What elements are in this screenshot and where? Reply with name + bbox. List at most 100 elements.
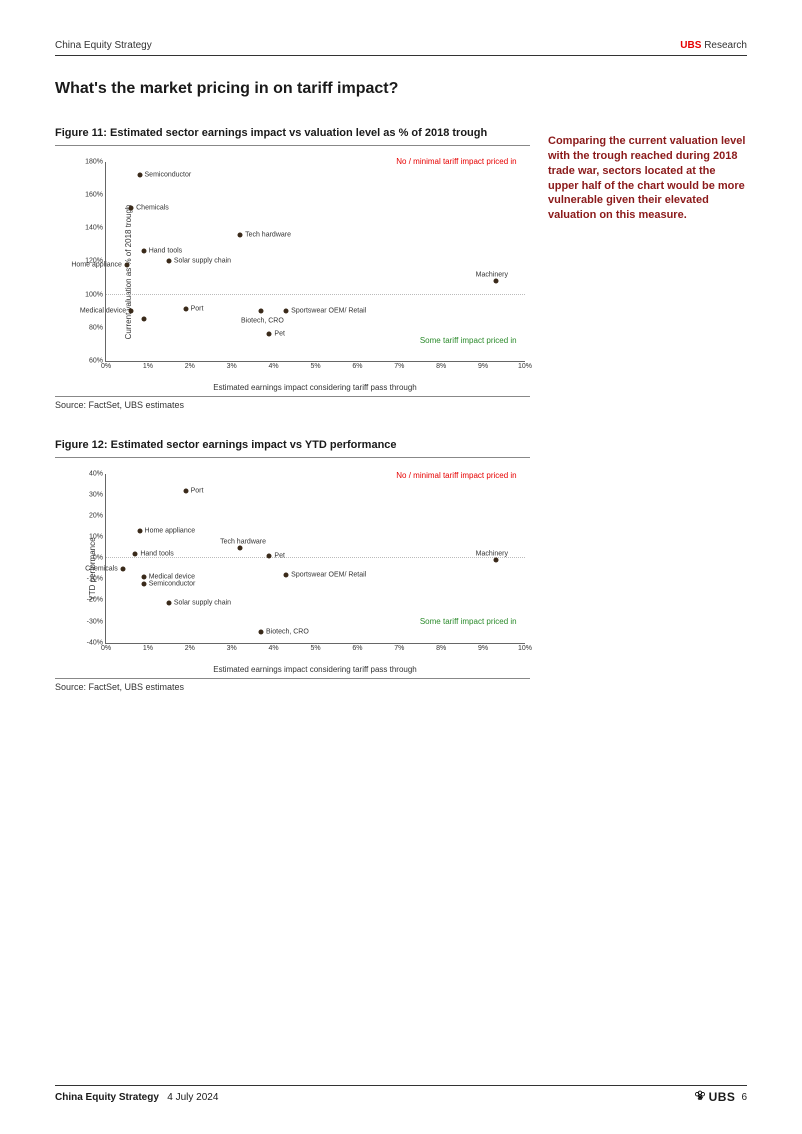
x-tick: 3%: [227, 643, 237, 652]
figure-12: Figure 12: Estimated sector earnings imp…: [55, 438, 530, 692]
x-tick: 2%: [185, 643, 195, 652]
figure-11-title: Figure 11: Estimated sector earnings imp…: [55, 126, 530, 146]
x-tick: 1%: [143, 643, 153, 652]
data-point: [129, 206, 134, 211]
data-point-label: Solar supply chain: [174, 599, 231, 606]
data-point-label: Biotech, CRO: [241, 318, 284, 325]
data-point-label: Hand tools: [140, 550, 173, 557]
y-tick: 10%: [89, 534, 106, 541]
data-point: [166, 259, 171, 264]
data-point: [284, 573, 289, 578]
figure-12-source: Source: FactSet, UBS estimates: [55, 678, 530, 692]
data-point: [166, 600, 171, 605]
x-tick: 0%: [101, 361, 111, 370]
data-point-label: Chemicals: [136, 205, 169, 212]
data-point-label: Port: [191, 487, 204, 494]
header-brand: UBS: [680, 40, 701, 51]
figure-12-plot-area: -40%-30%-20%-10%0%10%20%30%40%0%1%2%3%4%…: [105, 474, 525, 644]
data-point-label: Machinery: [476, 272, 508, 279]
chart-annotation: No / minimal tariff impact priced in: [396, 157, 516, 166]
data-point-label: Pet: [274, 331, 285, 338]
data-point-label: Sportswear OEM/ Retail: [291, 572, 366, 579]
y-tick: 30%: [89, 491, 106, 498]
data-point: [129, 309, 134, 314]
figure-11-plot-area: 60%80%100%120%140%160%180%0%1%2%3%4%5%6%…: [105, 162, 525, 362]
x-tick: 4%: [269, 361, 279, 370]
x-tick: 5%: [310, 643, 320, 652]
data-point: [124, 262, 129, 267]
x-tick: 9%: [478, 361, 488, 370]
data-point: [259, 309, 264, 314]
data-point-label: Pet: [274, 553, 285, 560]
data-point-label: Solar supply chain: [174, 258, 231, 265]
y-tick: -10%: [87, 576, 106, 583]
figure-11-x-axis-label: Estimated earnings impact considering ta…: [105, 383, 525, 392]
data-point-label: Biotech, CRO: [266, 629, 309, 636]
x-tick: 9%: [478, 643, 488, 652]
y-tick: 180%: [85, 158, 106, 165]
data-point-label: Tech hardware: [220, 538, 266, 545]
y-tick: 80%: [89, 324, 106, 331]
y-tick: 100%: [85, 291, 106, 298]
header-left: China Equity Strategy: [55, 40, 152, 51]
page-number: 6: [741, 1092, 747, 1103]
data-point: [183, 488, 188, 493]
data-point: [267, 554, 272, 559]
data-point: [238, 232, 243, 237]
data-point: [141, 581, 146, 586]
x-tick: 5%: [310, 361, 320, 370]
data-point: [141, 249, 146, 254]
data-point: [141, 575, 146, 580]
y-tick: 0%: [93, 555, 106, 562]
x-tick: 4%: [269, 643, 279, 652]
x-tick: 0%: [101, 643, 111, 652]
data-point: [493, 279, 498, 284]
data-point-label: Semiconductor: [149, 580, 196, 587]
x-tick: 7%: [394, 643, 404, 652]
page-header: China Equity Strategy UBS Research: [55, 40, 747, 56]
data-point: [183, 307, 188, 312]
figure-12-chart: YTD performance Estimated earnings impac…: [55, 464, 530, 674]
x-tick: 10%: [518, 643, 532, 652]
ubs-logo-text: UBS: [709, 1090, 736, 1104]
y-tick: 160%: [85, 192, 106, 199]
x-tick: 8%: [436, 361, 446, 370]
header-right: UBS Research: [680, 40, 747, 51]
data-point: [141, 317, 146, 322]
figure-11: Figure 11: Estimated sector earnings imp…: [55, 126, 530, 410]
section-title: What's the market pricing in on tariff i…: [55, 80, 530, 98]
data-point: [259, 630, 264, 635]
page-footer: China Equity Strategy 4 July 2024 UBS: [55, 1085, 747, 1104]
sidebar-note: Comparing the current valuation level wi…: [548, 134, 747, 223]
data-point-label: Port: [191, 306, 204, 313]
data-point-label: Home appliance: [71, 261, 122, 268]
y-tick: 20%: [89, 512, 106, 519]
data-point-label: Home appliance: [145, 527, 196, 534]
footer-left: China Equity Strategy 4 July 2024: [55, 1092, 218, 1103]
data-point-label: Tech hardware: [245, 231, 291, 238]
x-tick: 7%: [394, 361, 404, 370]
data-point: [120, 566, 125, 571]
figure-11-source: Source: FactSet, UBS estimates: [55, 396, 530, 410]
header-suffix: Research: [701, 40, 747, 51]
data-point-label: Machinery: [476, 551, 508, 558]
ubs-keys-icon: [693, 1090, 707, 1104]
figure-11-chart: Current valuation as % of 2018 trough Es…: [55, 152, 530, 392]
x-tick: 1%: [143, 361, 153, 370]
x-tick: 6%: [352, 361, 362, 370]
data-point: [267, 332, 272, 337]
chart-annotation: No / minimal tariff impact priced in: [396, 471, 516, 480]
reference-line: [106, 294, 525, 295]
data-point-label: Sportswear OEM/ Retail: [291, 308, 366, 315]
figure-12-title: Figure 12: Estimated sector earnings imp…: [55, 438, 530, 458]
x-tick: 8%: [436, 643, 446, 652]
chart-annotation: Some tariff impact priced in: [420, 336, 517, 345]
footer-title: China Equity Strategy: [55, 1092, 159, 1103]
data-point-label: Hand tools: [149, 248, 182, 255]
footer-date-text: 4 July 2024: [167, 1092, 218, 1103]
data-point-label: Medical device: [80, 308, 126, 315]
data-point: [284, 309, 289, 314]
data-point: [238, 545, 243, 550]
figure-12-x-axis-label: Estimated earnings impact considering ta…: [105, 665, 525, 674]
y-tick: 140%: [85, 225, 106, 232]
